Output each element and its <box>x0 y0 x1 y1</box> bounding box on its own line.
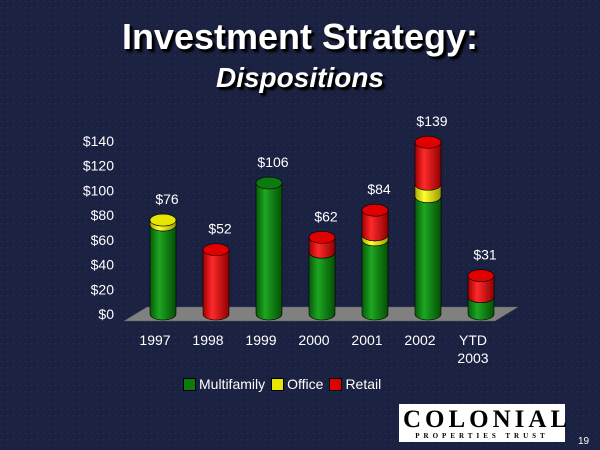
retail-bar-cap <box>361 203 389 217</box>
retail-bar-cap <box>202 243 230 257</box>
company-logo: COLONIAL PROPERTIES TRUST <box>399 404 572 442</box>
multifamily-bar-segment <box>149 224 177 321</box>
legend-label-office: Office <box>287 376 324 392</box>
x-tick-label: 2002 <box>404 332 435 348</box>
y-tick-label: $60 <box>91 232 115 248</box>
chart-legend: Multifamily Office Retail <box>183 376 387 392</box>
legend-label-retail: Retail <box>345 376 382 392</box>
retail-bar-segment <box>361 209 389 242</box>
total-data-label: $62 <box>314 208 338 224</box>
retail-bar-segment <box>414 141 442 191</box>
total-data-label: $84 <box>367 181 391 197</box>
y-tick-label: $120 <box>83 158 114 174</box>
x-tick-label: 2001 <box>351 332 382 348</box>
office-swatch <box>271 377 285 391</box>
page-number: 19 <box>578 436 590 447</box>
slide-title: Investment Strategy: <box>121 16 479 57</box>
retail-bar-cap <box>308 231 336 244</box>
total-data-label: $76 <box>155 191 179 207</box>
legend-item-multifamily: Multifamily <box>183 376 265 392</box>
y-tick-label: $140 <box>83 133 114 149</box>
multifamily-bar-segment <box>308 251 336 321</box>
multifamily-bar-segment <box>414 196 442 321</box>
logo-subtitle: PROPERTIES TRUST <box>415 432 549 440</box>
multifamily-bar-segment <box>255 182 283 321</box>
x-axis: 1997 1998 1999 2000 2001 2002 YTD 2003 <box>139 332 488 366</box>
retail-bar-cap <box>414 135 442 149</box>
retail-swatch <box>329 377 343 391</box>
retail-bar-cap <box>467 269 495 282</box>
multifamily-swatch <box>183 377 196 391</box>
x-tick-label: 1998 <box>192 332 223 348</box>
total-data-label: $52 <box>208 221 232 237</box>
y-axis: $0 $20 $40 $60 $80 $100 $120 $140 <box>83 133 114 322</box>
retail-bar-segment <box>467 275 495 303</box>
y-tick-label: $0 <box>98 306 114 322</box>
total-data-label: $139 <box>416 113 447 129</box>
total-labels: $76 $52 $106 $62 $84 $139 $31 <box>155 113 497 262</box>
x-tick-label: 1997 <box>139 332 170 348</box>
x-tick-label: YTD 2003 <box>457 332 488 366</box>
legend-label-multifamily: Multifamily <box>199 376 266 392</box>
legend-item-office: Office <box>271 376 323 392</box>
total-data-label: $106 <box>257 154 288 170</box>
multifamily-bar-segment <box>361 239 389 321</box>
retail-bar-segment <box>202 249 230 321</box>
y-tick-label: $20 <box>91 281 115 297</box>
office-bar-cap <box>149 213 177 227</box>
y-tick-label: $100 <box>83 182 114 198</box>
bar-group <box>149 135 495 321</box>
logo-wordmark: COLONIAL <box>403 406 572 433</box>
total-data-label: $31 <box>473 247 497 263</box>
multifamily-bar-cap <box>255 176 283 190</box>
x-tick-label: 2000 <box>298 332 329 348</box>
y-tick-label: $80 <box>91 207 115 223</box>
y-tick-label: $40 <box>91 257 115 273</box>
multifamily-bar-segment <box>467 296 495 321</box>
legend-item-retail: Retail <box>329 376 381 392</box>
x-tick-label: 1999 <box>245 332 276 348</box>
slide-subtitle: Dispositions <box>215 62 384 93</box>
